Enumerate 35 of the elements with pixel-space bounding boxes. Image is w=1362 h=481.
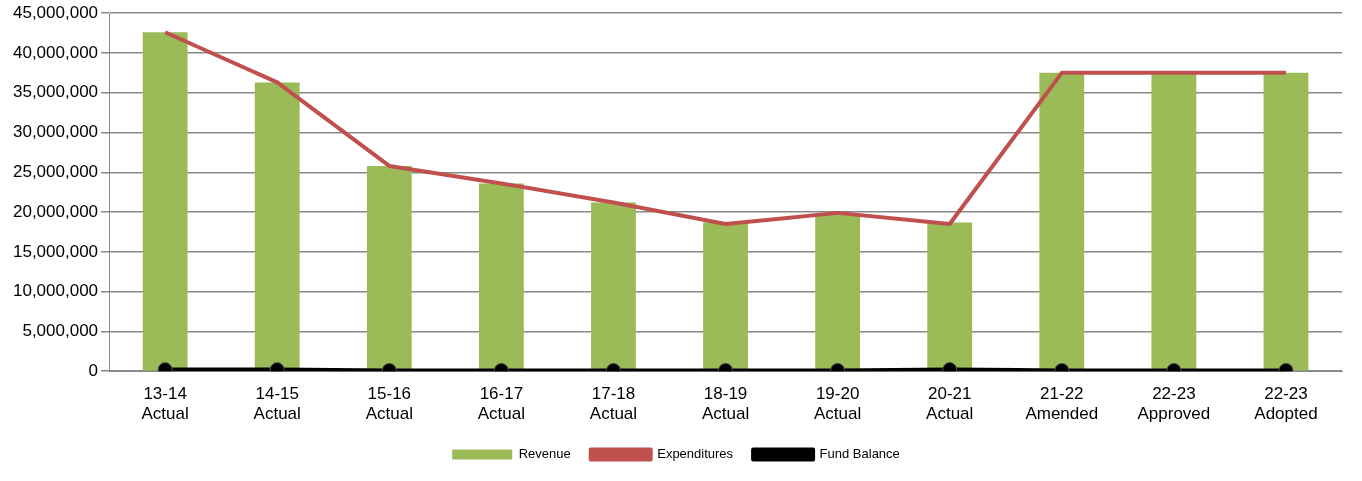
x-tick-label: 22-23 Approved bbox=[1137, 384, 1211, 424]
x-tick-label: 15-16 Actual bbox=[365, 384, 413, 424]
legend-label: Expenditures bbox=[657, 446, 734, 462]
bar bbox=[142, 32, 188, 371]
y-tick-label: 10,000,000 bbox=[12, 281, 99, 301]
x-tick-label: 16-17 Actual bbox=[477, 384, 525, 424]
y-tick-label: 0 bbox=[88, 360, 99, 380]
y-tick-label: 45,000,000 bbox=[12, 2, 99, 22]
x-tick-label: 13-14 Actual bbox=[141, 384, 189, 424]
bar bbox=[591, 202, 636, 371]
bar bbox=[1151, 72, 1197, 371]
x-tick-label: 20-21 Actual bbox=[926, 384, 974, 424]
x-tick-label: 18-19 Actual bbox=[701, 384, 750, 424]
y-tick-label: 25,000,000 bbox=[12, 162, 99, 181]
bar bbox=[254, 82, 300, 371]
x-tick-label: 17-18 Actual bbox=[589, 384, 638, 424]
bar bbox=[366, 165, 412, 371]
y-tick-label: 30,000,000 bbox=[12, 122, 99, 142]
x-tick-label: 22-23 Adopted bbox=[1254, 384, 1318, 424]
bar bbox=[1263, 72, 1309, 371]
legend-label: Fund Balance bbox=[819, 446, 900, 462]
bar bbox=[478, 183, 524, 371]
y-tick-label: 35,000,000 bbox=[12, 82, 99, 102]
y-tick-label: 20,000,000 bbox=[12, 201, 99, 221]
bar bbox=[1039, 72, 1085, 371]
y-tick-label: 15,000,000 bbox=[12, 241, 99, 261]
bar bbox=[703, 222, 748, 371]
legend-label: Revenue bbox=[518, 446, 571, 462]
x-tick-label: 21-22 Amended bbox=[1025, 384, 1099, 424]
bar bbox=[927, 222, 973, 371]
y-tick-label: 40,000,000 bbox=[12, 42, 99, 62]
x-tick-label: 14-15 Actual bbox=[253, 384, 301, 424]
y-tick-label: 5,000,000 bbox=[22, 321, 99, 341]
bar bbox=[815, 212, 861, 371]
x-tick-label: 19-20 Actual bbox=[814, 384, 862, 424]
